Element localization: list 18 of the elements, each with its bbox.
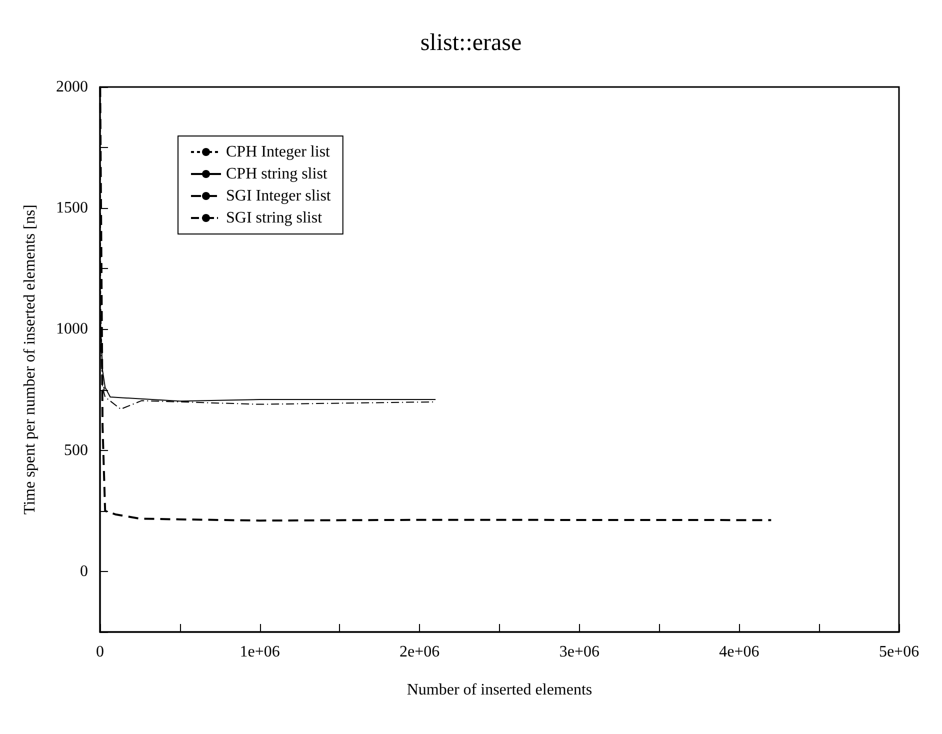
legend-label: SGI string slist <box>226 210 323 226</box>
x-tick-label: 4e+06 <box>719 644 760 660</box>
y-tick-label: 0 <box>80 562 88 580</box>
legend-label: CPH string slist <box>226 166 328 182</box>
x-tick-label: 0 <box>96 644 104 660</box>
x-tick-label: 1e+06 <box>240 644 280 660</box>
x-axis-title: Number of inserted elements <box>406 682 592 698</box>
x-tick-label: 3e+06 <box>559 644 600 660</box>
x-tick-label: 5e+06 <box>878 644 920 660</box>
y-tick-label: 500 <box>64 442 88 459</box>
legend-label: CPH Integer list <box>226 144 331 160</box>
y-tick-label: 1000 <box>56 320 88 338</box>
y-tick-label: 1500 <box>56 200 88 217</box>
y-tick-label: 2000 <box>56 78 88 96</box>
x-tick-label: 2e+06 <box>400 644 440 660</box>
y-axis-title: Time spent per number of inserted elements [ns] <box>22 204 38 515</box>
chart-title: slist::erase <box>420 30 522 56</box>
legend-label: SGI Integer slist <box>226 188 332 204</box>
